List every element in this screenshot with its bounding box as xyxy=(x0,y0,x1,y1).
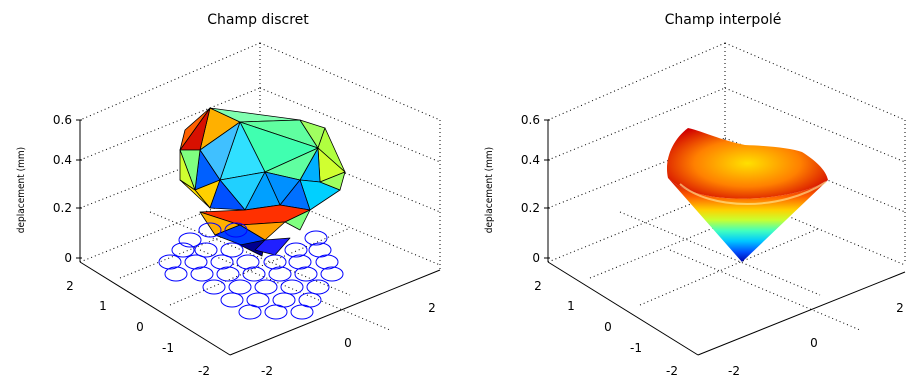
z-tick: 0.2 xyxy=(521,201,540,215)
y-tick: 0 xyxy=(136,320,144,334)
y-tick: 0 xyxy=(604,320,612,334)
z-tick: 0 xyxy=(64,251,72,265)
chart-title: Champ interpolé xyxy=(665,12,782,28)
z-tick: 0.6 xyxy=(53,113,72,127)
z-tick: 0.4 xyxy=(53,153,72,167)
x-tick: 0 xyxy=(344,336,352,350)
z-tick: 0 xyxy=(532,251,540,265)
y-tick: 1 xyxy=(567,299,575,313)
interpolated-surface xyxy=(666,128,828,262)
x-tick: 0 xyxy=(810,336,818,350)
z-axis-label: deplacement (mm) xyxy=(484,147,495,233)
y-tick: -2 xyxy=(198,364,210,378)
node-markers xyxy=(158,222,344,320)
y-tick: -1 xyxy=(630,341,642,355)
y-tick: 2 xyxy=(66,279,74,293)
z-axis-label: deplacement (mm) xyxy=(16,147,27,233)
discrete-surface xyxy=(179,107,346,257)
plot-right: Champ interpolé 0.6 0.4 0.2 0 xyxy=(484,12,906,378)
z-tick: 0.4 xyxy=(521,153,540,167)
chart-title: Champ discret xyxy=(207,12,309,28)
x-tick: 2 xyxy=(896,301,904,315)
z-tick: 0.2 xyxy=(53,201,72,215)
y-tick: 1 xyxy=(99,299,107,313)
y-tick: -2 xyxy=(666,364,678,378)
y-tick: -1 xyxy=(162,341,174,355)
x-tick: 2 xyxy=(428,301,436,315)
y-tick: 2 xyxy=(534,279,542,293)
z-tick: 0.6 xyxy=(521,113,540,127)
x-tick: -2 xyxy=(261,364,273,378)
x-tick: -2 xyxy=(728,364,740,378)
plot-left: Champ discret 0.6 0.4 xyxy=(16,12,441,378)
